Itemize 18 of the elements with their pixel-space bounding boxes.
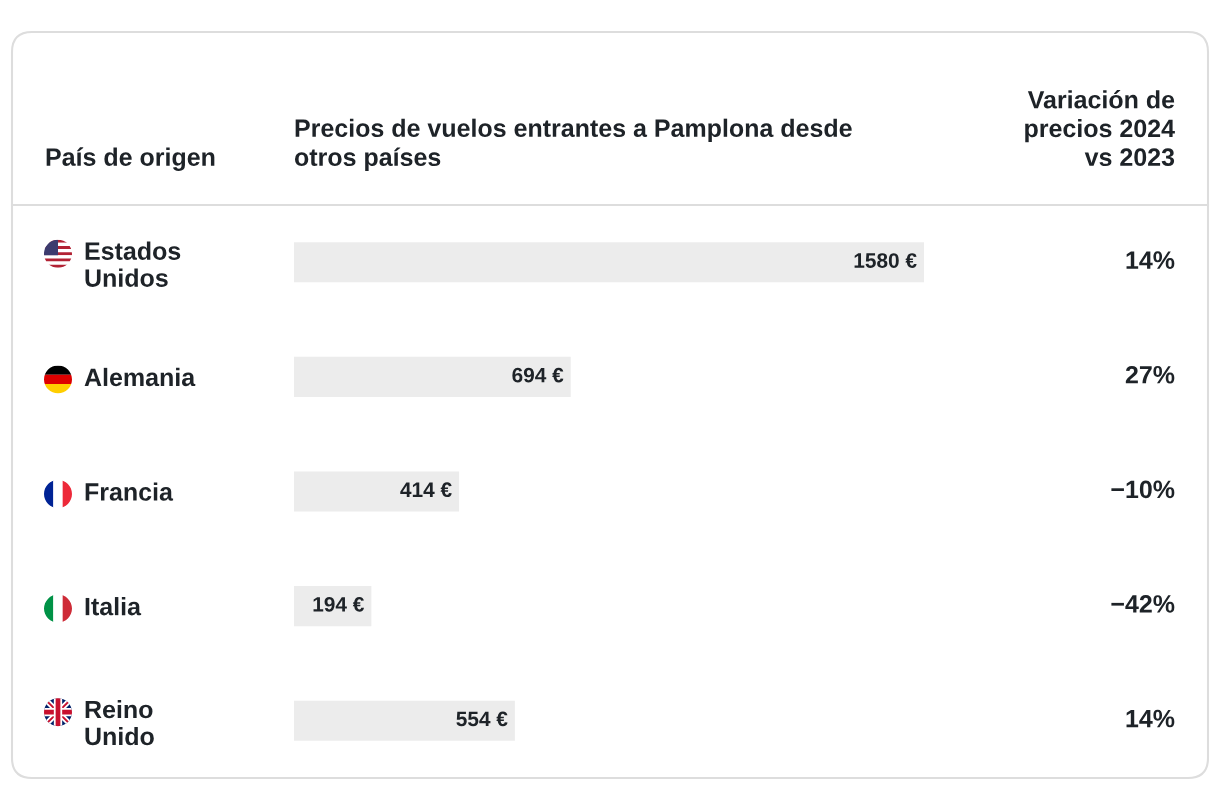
data-label: 414 € [400,482,452,498]
text: −42% [1111,595,1175,613]
text: Variación de precios 2024 vs 2023 [1025,90,1175,167]
y-tick-label: Alemania [84,367,196,387]
y-tick-label: Italia [85,597,142,616]
chart-title: Precios de vuelos entrantes a Pamplona desde otros países [294,118,852,171]
y-tick-label: Reino Unido [85,699,154,746]
data-label: 194 € [313,596,364,612]
text: 27% [1125,365,1175,384]
y-axis-title: País de origen [46,147,215,171]
data-label: 1580 € [854,253,917,268]
y-tick-label: Estados Unidos [85,241,181,287]
text: 14% [1126,709,1175,728]
data-label: 554 € [456,711,508,727]
text: −10% [1111,480,1175,499]
data-label: 694 € [512,367,564,383]
text: 14% [1126,251,1175,269]
y-tick-label: Francia [85,482,174,501]
